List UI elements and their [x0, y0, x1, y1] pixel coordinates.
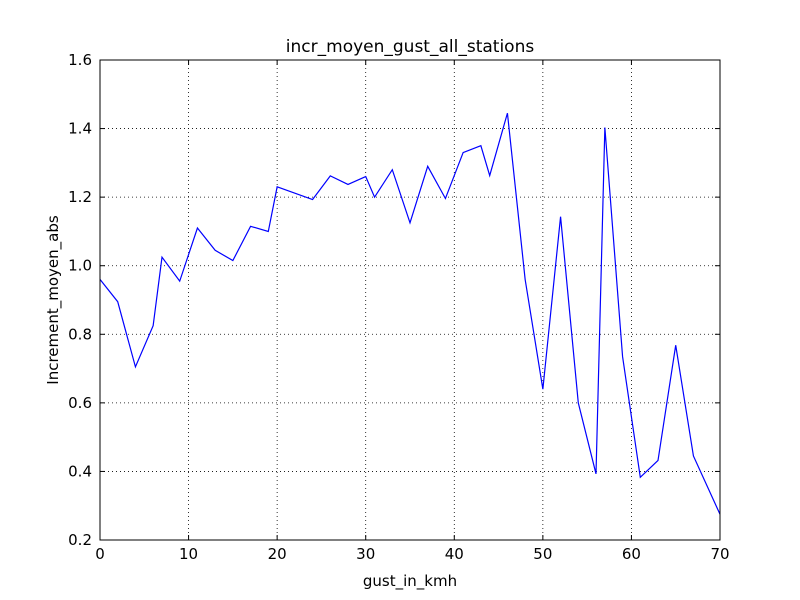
- x-tick-label: 50: [533, 545, 552, 563]
- grid: [100, 60, 720, 540]
- x-tick-label: 40: [445, 545, 464, 563]
- y-tick-label: 1.2: [68, 188, 92, 206]
- y-tick-label: 0.6: [68, 394, 92, 412]
- x-tick-label: 0: [95, 545, 105, 563]
- ticks: 0 10 20 30 40 50 60 70 0.2 0.4 0.6 0.8 1.0 1.2 1.4 1.6: [68, 51, 729, 563]
- x-axis-label: gust_in_kmh: [363, 572, 457, 591]
- x-tick-label: 10: [179, 545, 198, 563]
- x-tick-label: 30: [356, 545, 375, 563]
- y-axis-label: Increment_moyen_abs: [44, 215, 63, 385]
- y-tick-label: 1.4: [68, 120, 92, 138]
- y-tick-label: 0.8: [68, 325, 92, 343]
- x-tick-label: 20: [268, 545, 287, 563]
- y-tick-label: 1.0: [68, 257, 92, 275]
- y-tick-label: 0.4: [68, 462, 92, 480]
- x-tick-label: 60: [622, 545, 641, 563]
- series-group: [99, 112, 721, 515]
- y-tick-label: 1.6: [68, 51, 92, 69]
- plot-frame: [99, 59, 721, 541]
- y-tick-label: 0.2: [68, 531, 92, 549]
- chart-title: incr_moyen_gust_all_stations: [286, 37, 535, 57]
- x-tick-label: 70: [710, 545, 729, 563]
